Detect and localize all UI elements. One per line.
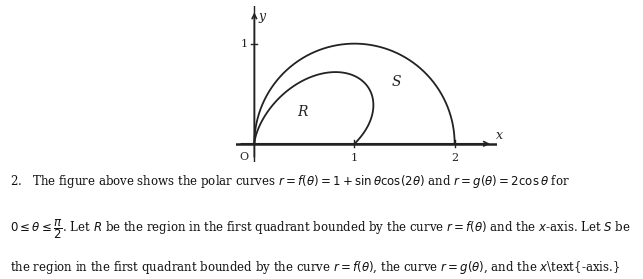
Text: x: x (496, 129, 503, 142)
Text: S: S (392, 75, 401, 89)
Text: 2: 2 (451, 153, 458, 163)
Text: 1: 1 (351, 153, 358, 163)
Text: O: O (239, 152, 248, 162)
Text: 1: 1 (240, 39, 248, 49)
Text: 2.   The figure above shows the polar curves $r = f(\theta) = 1 + \sin\theta\cos: 2. The figure above shows the polar curv… (10, 173, 570, 190)
Text: the region in the first quadrant bounded by the curve $r = f(\theta)$, the curve: the region in the first quadrant bounded… (10, 259, 620, 276)
Text: R: R (297, 105, 307, 119)
Text: $0 \leq \theta \leq \dfrac{\pi}{2}$. Let $R$ be the region in the first quadrant: $0 \leq \theta \leq \dfrac{\pi}{2}$. Let… (10, 218, 630, 241)
Text: y: y (258, 9, 266, 23)
